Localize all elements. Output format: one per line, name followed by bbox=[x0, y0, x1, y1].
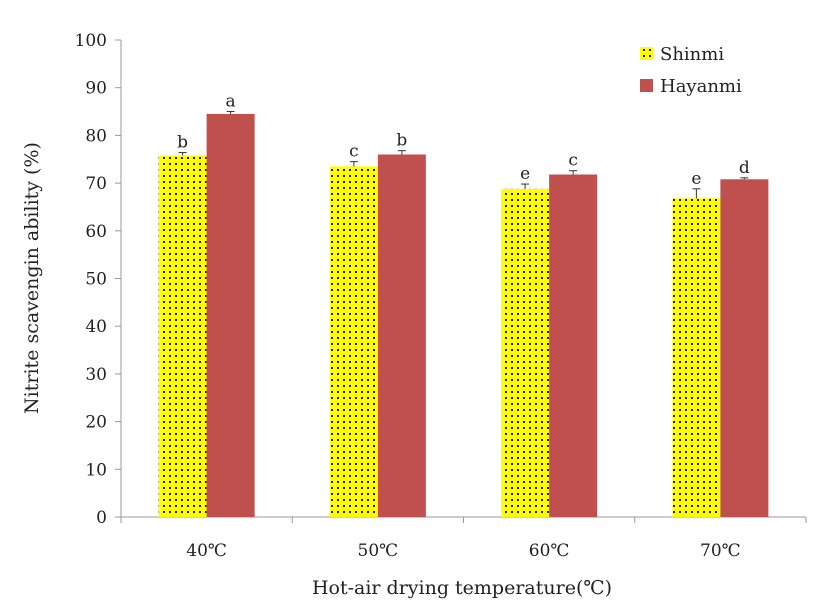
bar-shinmi bbox=[158, 155, 207, 517]
significance-label: e bbox=[691, 169, 701, 189]
bar-hayanmi bbox=[549, 174, 598, 517]
bar-shinmi bbox=[329, 166, 378, 517]
legend-label-shinmi: Shinmi bbox=[660, 44, 724, 65]
y-tick-label: 10 bbox=[85, 460, 107, 480]
bar-hayanmi bbox=[206, 113, 255, 517]
legend-swatch-hayanmi bbox=[640, 79, 653, 92]
y-tick-label: 60 bbox=[85, 222, 107, 242]
y-axis-title: Nitrite scavengin ability (%) bbox=[21, 142, 43, 414]
x-axis-title: Hot-air drying temperature(℃) bbox=[312, 577, 612, 599]
significance-label: b bbox=[177, 133, 188, 153]
x-tick-label: 60℃ bbox=[529, 541, 570, 561]
y-tick-label: 30 bbox=[85, 365, 107, 385]
legend-swatch-shinmi bbox=[640, 47, 653, 60]
bar-hayanmi bbox=[377, 154, 426, 518]
bar-shinmi bbox=[672, 198, 721, 517]
y-tick-label: 20 bbox=[85, 413, 107, 433]
y-tick-label: 90 bbox=[85, 79, 107, 99]
x-tick-label: 50℃ bbox=[358, 541, 399, 561]
bar-hayanmi bbox=[720, 179, 769, 517]
significance-label: c bbox=[349, 142, 359, 162]
significance-label: c bbox=[568, 151, 578, 171]
y-tick-label: 40 bbox=[85, 317, 107, 337]
significance-label: a bbox=[226, 92, 236, 112]
y-tick-label: 100 bbox=[75, 31, 107, 51]
legend-label-hayanmi: Hayanmi bbox=[660, 76, 742, 97]
y-tick-label: 50 bbox=[85, 270, 107, 290]
y-tick-label: 0 bbox=[96, 508, 107, 528]
x-tick-label: 40℃ bbox=[186, 541, 227, 561]
y-tick-label: 70 bbox=[85, 174, 107, 194]
significance-label: e bbox=[520, 164, 530, 184]
legend: Shinmi Hayanmi bbox=[640, 44, 742, 97]
x-tick-label: 70℃ bbox=[700, 541, 741, 561]
y-tick-label: 80 bbox=[85, 126, 107, 146]
significance-label: b bbox=[396, 131, 407, 151]
bar-shinmi bbox=[501, 188, 550, 517]
significance-label: d bbox=[739, 158, 750, 178]
